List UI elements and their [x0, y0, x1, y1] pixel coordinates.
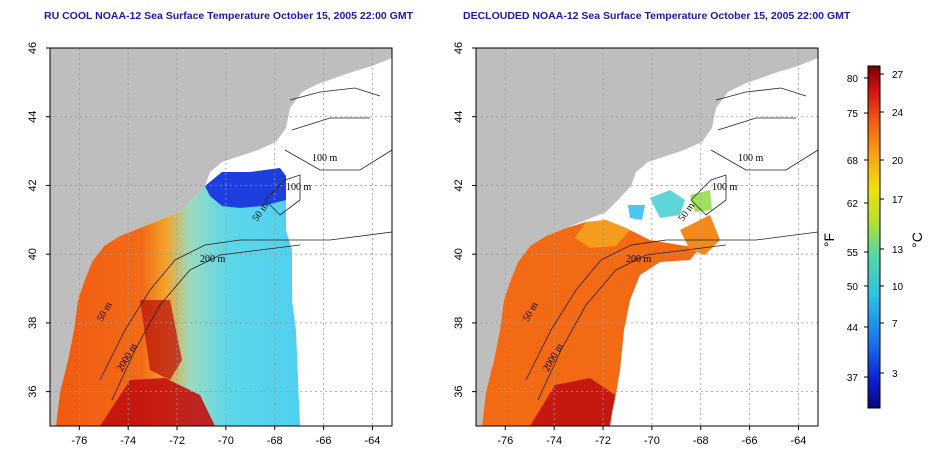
right-map-panel: 100 m 100 m 50 m 200 m 50 m 2000 m -76 -7… [453, 42, 819, 447]
sst-raw-field [56, 168, 300, 426]
x-tick-label: -68 [693, 435, 709, 447]
colorbar-c-tick-label: 10 [892, 282, 904, 293]
colorbar-f-tick-label: 55 [847, 248, 859, 259]
warm-gulfstream-patch [100, 378, 215, 426]
contour-label-200m: 200 m [626, 254, 652, 265]
x-tick-label: -76 [497, 435, 513, 447]
contour-label-100m-a: 100 m [738, 153, 764, 164]
colorbar-f-tick-label: 37 [847, 373, 859, 384]
contour-label-100m-a: 100 m [312, 153, 338, 164]
colorbar-f-tick-label: 80 [847, 74, 859, 85]
y-tick-label: 40 [27, 248, 39, 260]
colorbar: 80 75 68 62 55 50 44 37 27 24 20 17 13 10 7 3 °F °C [821, 65, 925, 409]
x-tick-label: -64 [791, 435, 807, 447]
colorbar-gradient [867, 65, 881, 409]
colorbar-c-tick-label: 27 [892, 70, 904, 81]
colorbar-c-tick-label: 3 [892, 369, 898, 380]
x-tick-label: -70 [644, 435, 660, 447]
cold-water-patch [205, 168, 286, 208]
right-chart-title: DECLOUDED NOAA-12 Sea Surface Temperatur… [463, 10, 851, 22]
x-tick-label: -74 [120, 435, 136, 447]
colorbar-f-tick-label: 75 [847, 109, 859, 120]
colorbar-unit-fahrenheit: °F [821, 233, 837, 247]
x-tick-label: -72 [595, 435, 611, 447]
y-tick-label: 46 [27, 42, 39, 54]
colorbar-f-tick-label: 62 [847, 199, 859, 210]
left-map-panel: 100 m 100 m 50 m 200 m 50 m 2000 m -76 -7… [27, 42, 393, 447]
colorbar-f-tick-label: 44 [847, 323, 859, 334]
x-tick-label: -74 [546, 435, 562, 447]
land-mass [50, 48, 392, 426]
y-tick-label: 46 [453, 42, 465, 54]
colorbar-c-tick-label: 7 [892, 319, 898, 330]
y-tick-label: 44 [27, 111, 39, 123]
colorbar-unit-celsius: °C [909, 232, 925, 248]
y-tick-label: 38 [453, 317, 465, 329]
contour-label-200m: 200 m [200, 254, 226, 265]
y-tick-label: 42 [453, 179, 465, 191]
colorbar-c-tick-label: 24 [892, 108, 904, 119]
colorbar-f-tick-label: 68 [847, 156, 859, 167]
right-plot-frame [475, 47, 819, 427]
colorbar-f-tick-label: 50 [847, 282, 859, 293]
colorbar-c-tick-label: 17 [892, 195, 904, 206]
colorbar-c-tick-label: 13 [892, 245, 904, 256]
contour-label-100m-b: 100 m [286, 182, 312, 193]
colorbar-c-tick-label: 20 [892, 156, 904, 167]
bathymetry-contours [525, 87, 818, 401]
y-tick-label: 36 [27, 386, 39, 398]
y-tick-label: 42 [27, 179, 39, 191]
y-tick-label: 44 [453, 111, 465, 123]
left-plot-frame [49, 47, 393, 427]
contour-label-100m-b: 100 m [712, 182, 738, 193]
x-tick-label: -76 [71, 435, 87, 447]
left-chart-title: RU COOL NOAA-12 Sea Surface Temperature … [44, 10, 413, 22]
x-tick-label: -66 [316, 435, 332, 447]
land-mass [476, 48, 818, 426]
y-tick-label: 36 [453, 386, 465, 398]
x-tick-label: -64 [365, 435, 381, 447]
x-tick-label: -68 [267, 435, 283, 447]
x-tick-label: -66 [742, 435, 758, 447]
bathymetry-contours [99, 87, 392, 401]
x-tick-label: -72 [169, 435, 185, 447]
y-tick-label: 40 [453, 248, 465, 260]
y-tick-label: 38 [27, 317, 39, 329]
x-tick-label: -70 [218, 435, 234, 447]
